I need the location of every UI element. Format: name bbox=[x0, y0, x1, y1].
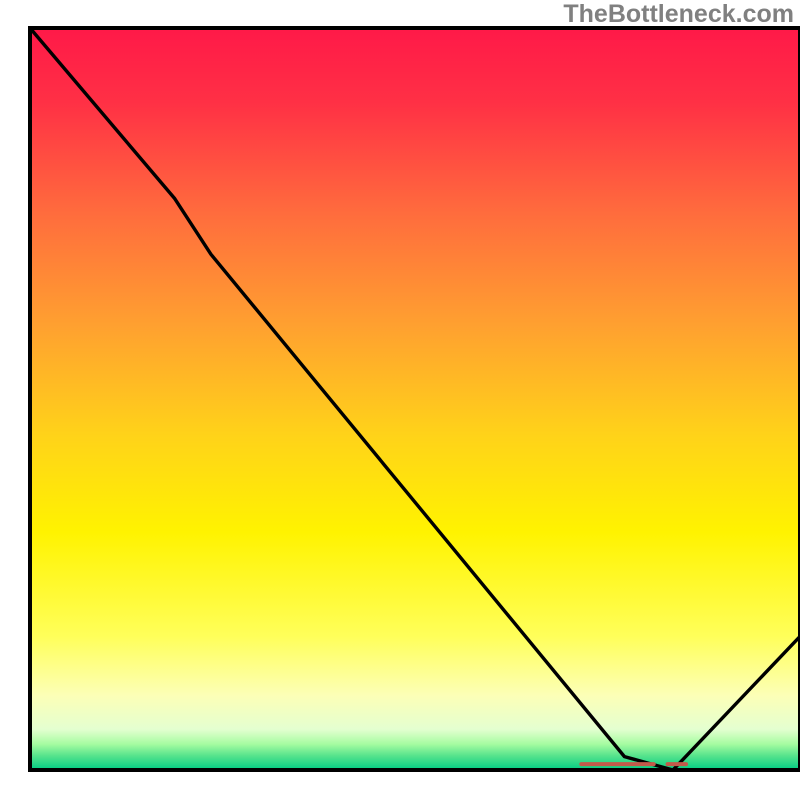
chart-background-gradient bbox=[30, 28, 800, 770]
watermark-text: TheBottleneck.com bbox=[563, 0, 794, 29]
chart-container: TheBottleneck.com bbox=[0, 0, 800, 800]
bottleneck-chart bbox=[0, 0, 800, 800]
